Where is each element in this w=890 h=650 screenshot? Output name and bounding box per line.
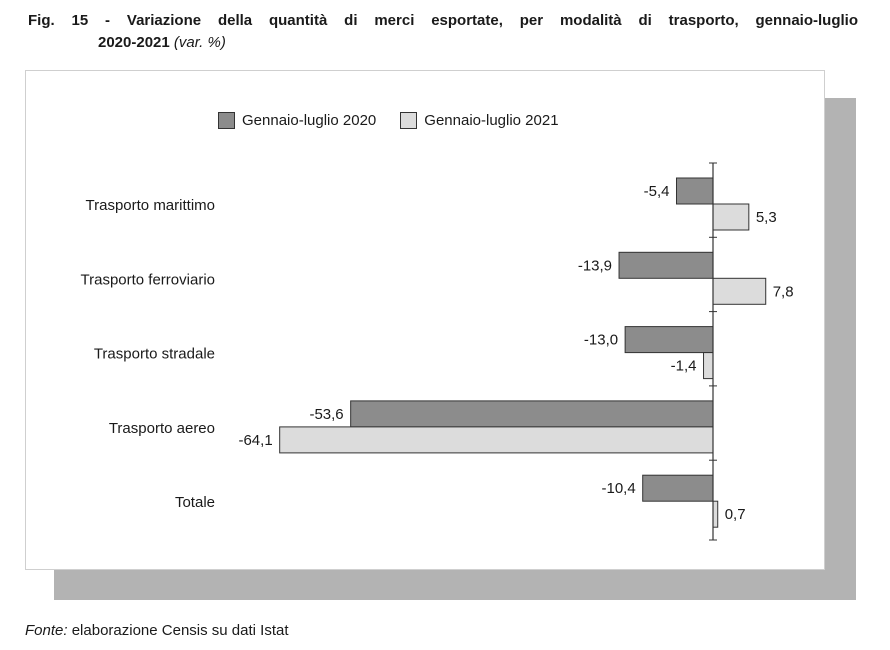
- bar-2020: [350, 400, 714, 428]
- bar-2021: [703, 352, 714, 380]
- data-label: 5,3: [756, 209, 777, 226]
- data-label: -53,6: [309, 406, 343, 423]
- bar-2021: [712, 500, 719, 528]
- category-label: Trasporto stradale: [94, 346, 215, 363]
- figure-title: Fig. 15 - Variazione della quantità di m…: [28, 10, 858, 54]
- bar-2021: [712, 277, 767, 305]
- category-label: Trasporto ferroviario: [81, 271, 216, 288]
- data-label: -1,4: [671, 358, 697, 375]
- legend-item-2021: Gennaio-luglio 2021: [400, 112, 559, 129]
- bar-2021: [712, 203, 750, 231]
- title-years: 2020-2021: [98, 34, 170, 51]
- category-label: Trasporto marittimo: [86, 197, 215, 214]
- bar-2020: [624, 326, 714, 354]
- data-label: -64,1: [238, 432, 272, 449]
- legend-item-2020: Gennaio-luglio 2020: [218, 112, 376, 129]
- legend-label-2020: Gennaio-luglio 2020: [242, 112, 377, 129]
- legend-swatch-2021: [400, 112, 418, 129]
- bar-2020: [675, 177, 714, 205]
- category-label: Trasporto aereo: [109, 420, 215, 437]
- title-unit: (var. %): [173, 34, 226, 51]
- data-label: 7,8: [773, 283, 794, 300]
- data-label: -13,0: [584, 332, 618, 349]
- legend-swatch-2020: [218, 112, 235, 129]
- data-label: -5,4: [644, 183, 670, 200]
- source-label: Fonte:: [25, 622, 68, 639]
- title-main: Fig. 15 - Variazione della quantità di m…: [28, 12, 858, 29]
- data-label: 0,7: [725, 506, 746, 523]
- bar-2021: [279, 426, 714, 454]
- title-line2: 2020-2021 (var. %): [28, 32, 858, 54]
- bar-2020: [618, 251, 714, 279]
- category-label: Totale: [175, 494, 215, 511]
- legend-label-2021: Gennaio-luglio 2021: [424, 112, 559, 129]
- data-label: -10,4: [601, 480, 635, 497]
- legend: Gennaio-luglio 2020 Gennaio-luglio 2021: [218, 112, 583, 129]
- source-text: elaborazione Censis su dati Istat: [71, 622, 289, 639]
- data-label: -13,9: [578, 257, 612, 274]
- bar-2020: [642, 474, 714, 502]
- source-note: Fonte: elaborazione Censis su dati Istat: [25, 622, 289, 639]
